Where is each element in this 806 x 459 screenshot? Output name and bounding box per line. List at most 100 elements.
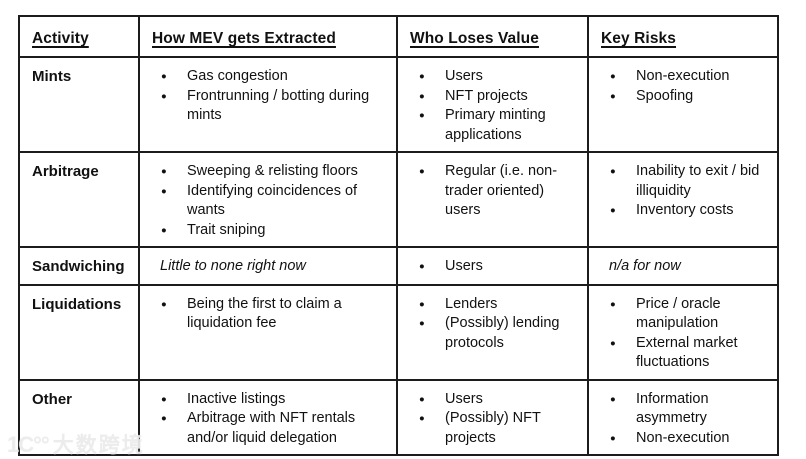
list-item-text: Users bbox=[445, 258, 483, 274]
bullet-icon bbox=[158, 295, 187, 315]
bullet-icon bbox=[607, 201, 636, 221]
list-item: Non-execution bbox=[607, 67, 769, 87]
mev-activity-table: Activity How MEV gets Extracted Who Lose… bbox=[18, 15, 779, 456]
header-how-mev-extracted: How MEV gets Extracted bbox=[138, 15, 398, 58]
other-who-list: Users (Possibly) NFT projects bbox=[416, 390, 579, 449]
other-risks-cell: Information asymmetry Non-execution bbox=[587, 378, 779, 456]
bullet-icon bbox=[607, 295, 636, 315]
list-item: Spoofing bbox=[607, 87, 769, 107]
bullet-icon bbox=[607, 429, 636, 449]
list-item: External market fluctuations bbox=[607, 334, 769, 373]
list-item: Primary minting applications bbox=[416, 106, 579, 145]
list-item-text: Users bbox=[445, 390, 483, 407]
sandwiching-who-list: Users bbox=[416, 257, 579, 277]
other-who-cell: Users (Possibly) NFT projects bbox=[396, 378, 589, 456]
header-activity-label: Activity bbox=[32, 30, 89, 47]
list-item: Users bbox=[416, 67, 579, 87]
liquidations-how-cell: Being the first to claim a liquidation f… bbox=[138, 283, 398, 381]
row-label-sandwiching: Sandwiching bbox=[32, 258, 125, 275]
other-risks-list: Information asymmetry Non-execution bbox=[607, 390, 769, 449]
list-item-text: Inability to exit / bid illiquidity bbox=[636, 163, 760, 199]
list-item: Being the first to claim a liquidation f… bbox=[158, 295, 388, 334]
table-row-mints: Mints Gas congestion Frontrunning / bott… bbox=[18, 56, 779, 153]
list-item-text: Regular (i.e. non-trader oriented) users bbox=[445, 163, 558, 218]
bullet-icon bbox=[416, 257, 445, 277]
other-activity-cell: Other bbox=[18, 378, 140, 456]
list-item-text: Users bbox=[445, 68, 483, 84]
list-item-text: Identifying coincidences of wants bbox=[187, 182, 358, 219]
liquidations-risks-list: Price / oracle manipulation External mar… bbox=[607, 295, 769, 373]
list-item-text: Inactive listings bbox=[187, 390, 286, 407]
list-item-text: Sweeping & relisting floors bbox=[187, 163, 358, 179]
table-row-arbitrage: Arbitrage Sweeping & relisting floors Id… bbox=[18, 151, 779, 248]
bullet-icon bbox=[416, 87, 445, 107]
bullet-icon bbox=[158, 221, 187, 241]
header-how-mev-label: How MEV gets Extracted bbox=[152, 30, 336, 47]
list-item-text: (Possibly) lending protocols bbox=[445, 315, 560, 351]
liquidations-how-list: Being the first to claim a liquidation f… bbox=[158, 295, 388, 334]
sandwiching-risks-cell: n/a for now bbox=[587, 246, 779, 286]
list-item-text: Spoofing bbox=[636, 87, 694, 104]
bullet-icon bbox=[416, 409, 445, 429]
mints-how-cell: Gas congestion Frontrunning / botting du… bbox=[138, 56, 398, 153]
row-label-liquidations: Liquidations bbox=[32, 295, 122, 313]
list-item-text: Being the first to claim a liquidation f… bbox=[187, 295, 342, 332]
list-item: Users bbox=[416, 390, 579, 410]
list-item: Frontrunning / botting during mints bbox=[158, 87, 388, 126]
mints-who-cell: Users NFT projects Primary minting appli… bbox=[396, 56, 589, 153]
arbitrage-who-cell: Regular (i.e. non-trader oriented) users bbox=[396, 151, 589, 248]
table-row-liquidations: Liquidations Being the first to claim a … bbox=[18, 283, 779, 381]
bullet-icon bbox=[158, 409, 187, 429]
list-item-text: NFT projects bbox=[445, 87, 528, 104]
list-item: Sweeping & relisting floors bbox=[158, 162, 388, 182]
mints-activity-cell: Mints bbox=[18, 56, 140, 153]
header-who-loses-value: Who Loses Value bbox=[396, 15, 589, 58]
bullet-icon bbox=[607, 162, 636, 182]
list-item-text: Primary minting applications bbox=[445, 107, 546, 143]
bullet-icon bbox=[158, 390, 187, 410]
list-item-text: Price / oracle manipulation bbox=[636, 295, 721, 332]
sandwiching-risks-note: n/a for now bbox=[609, 258, 681, 274]
row-label-mints: Mints bbox=[32, 68, 72, 85]
list-item: (Possibly) lending protocols bbox=[416, 314, 579, 353]
bullet-icon bbox=[158, 182, 187, 202]
list-item-text: Non-execution bbox=[636, 68, 730, 84]
arbitrage-risks-cell: Inability to exit / bid illiquidity Inve… bbox=[587, 151, 779, 248]
list-item: Trait sniping bbox=[158, 221, 388, 241]
liquidations-who-list: Lenders (Possibly) lending protocols bbox=[416, 295, 579, 354]
list-item: Arbitrage with NFT rentals and/or liquid… bbox=[158, 409, 388, 448]
list-item: Inventory costs bbox=[607, 201, 769, 221]
bullet-icon bbox=[416, 314, 445, 334]
list-item-text: Information asymmetry bbox=[636, 390, 709, 427]
list-item: Inability to exit / bid illiquidity bbox=[607, 162, 769, 201]
other-how-cell: Inactive listings Arbitrage with NFT ren… bbox=[138, 378, 398, 456]
list-item-text: External market fluctuations bbox=[636, 334, 738, 371]
list-item: (Possibly) NFT projects bbox=[416, 409, 579, 448]
list-item-text: Trait sniping bbox=[187, 221, 266, 238]
other-how-list: Inactive listings Arbitrage with NFT ren… bbox=[158, 390, 388, 449]
liquidations-who-cell: Lenders (Possibly) lending protocols bbox=[396, 283, 589, 381]
bullet-icon bbox=[607, 87, 636, 107]
list-item-text: Frontrunning / botting during mints bbox=[187, 87, 370, 124]
bullet-icon bbox=[158, 67, 187, 87]
bullet-icon bbox=[607, 67, 636, 87]
list-item: Inactive listings bbox=[158, 390, 388, 410]
arbitrage-how-list: Sweeping & relisting floors Identifying … bbox=[158, 162, 388, 240]
list-item-text: Gas congestion bbox=[187, 68, 288, 84]
header-who-loses-label: Who Loses Value bbox=[410, 30, 539, 47]
list-item: Identifying coincidences of wants bbox=[158, 182, 388, 221]
arbitrage-risks-list: Inability to exit / bid illiquidity Inve… bbox=[607, 162, 769, 221]
sandwiching-how-cell: Little to none right now bbox=[138, 246, 398, 286]
list-item: NFT projects bbox=[416, 87, 579, 107]
list-item-text: (Possibly) NFT projects bbox=[445, 410, 541, 446]
list-item: Users bbox=[416, 257, 579, 277]
arbitrage-how-cell: Sweeping & relisting floors Identifying … bbox=[138, 151, 398, 248]
arbitrage-who-list: Regular (i.e. non-trader oriented) users bbox=[416, 162, 579, 221]
list-item-text: Non-execution bbox=[636, 429, 730, 446]
header-activity: Activity bbox=[18, 15, 140, 58]
bullet-icon bbox=[158, 162, 187, 182]
list-item: Information asymmetry bbox=[607, 390, 769, 429]
sandwiching-who-cell: Users bbox=[396, 246, 589, 286]
mints-risks-cell: Non-execution Spoofing bbox=[587, 56, 779, 153]
table-row-other: Other Inactive listings Arbitrage with N… bbox=[18, 378, 779, 456]
